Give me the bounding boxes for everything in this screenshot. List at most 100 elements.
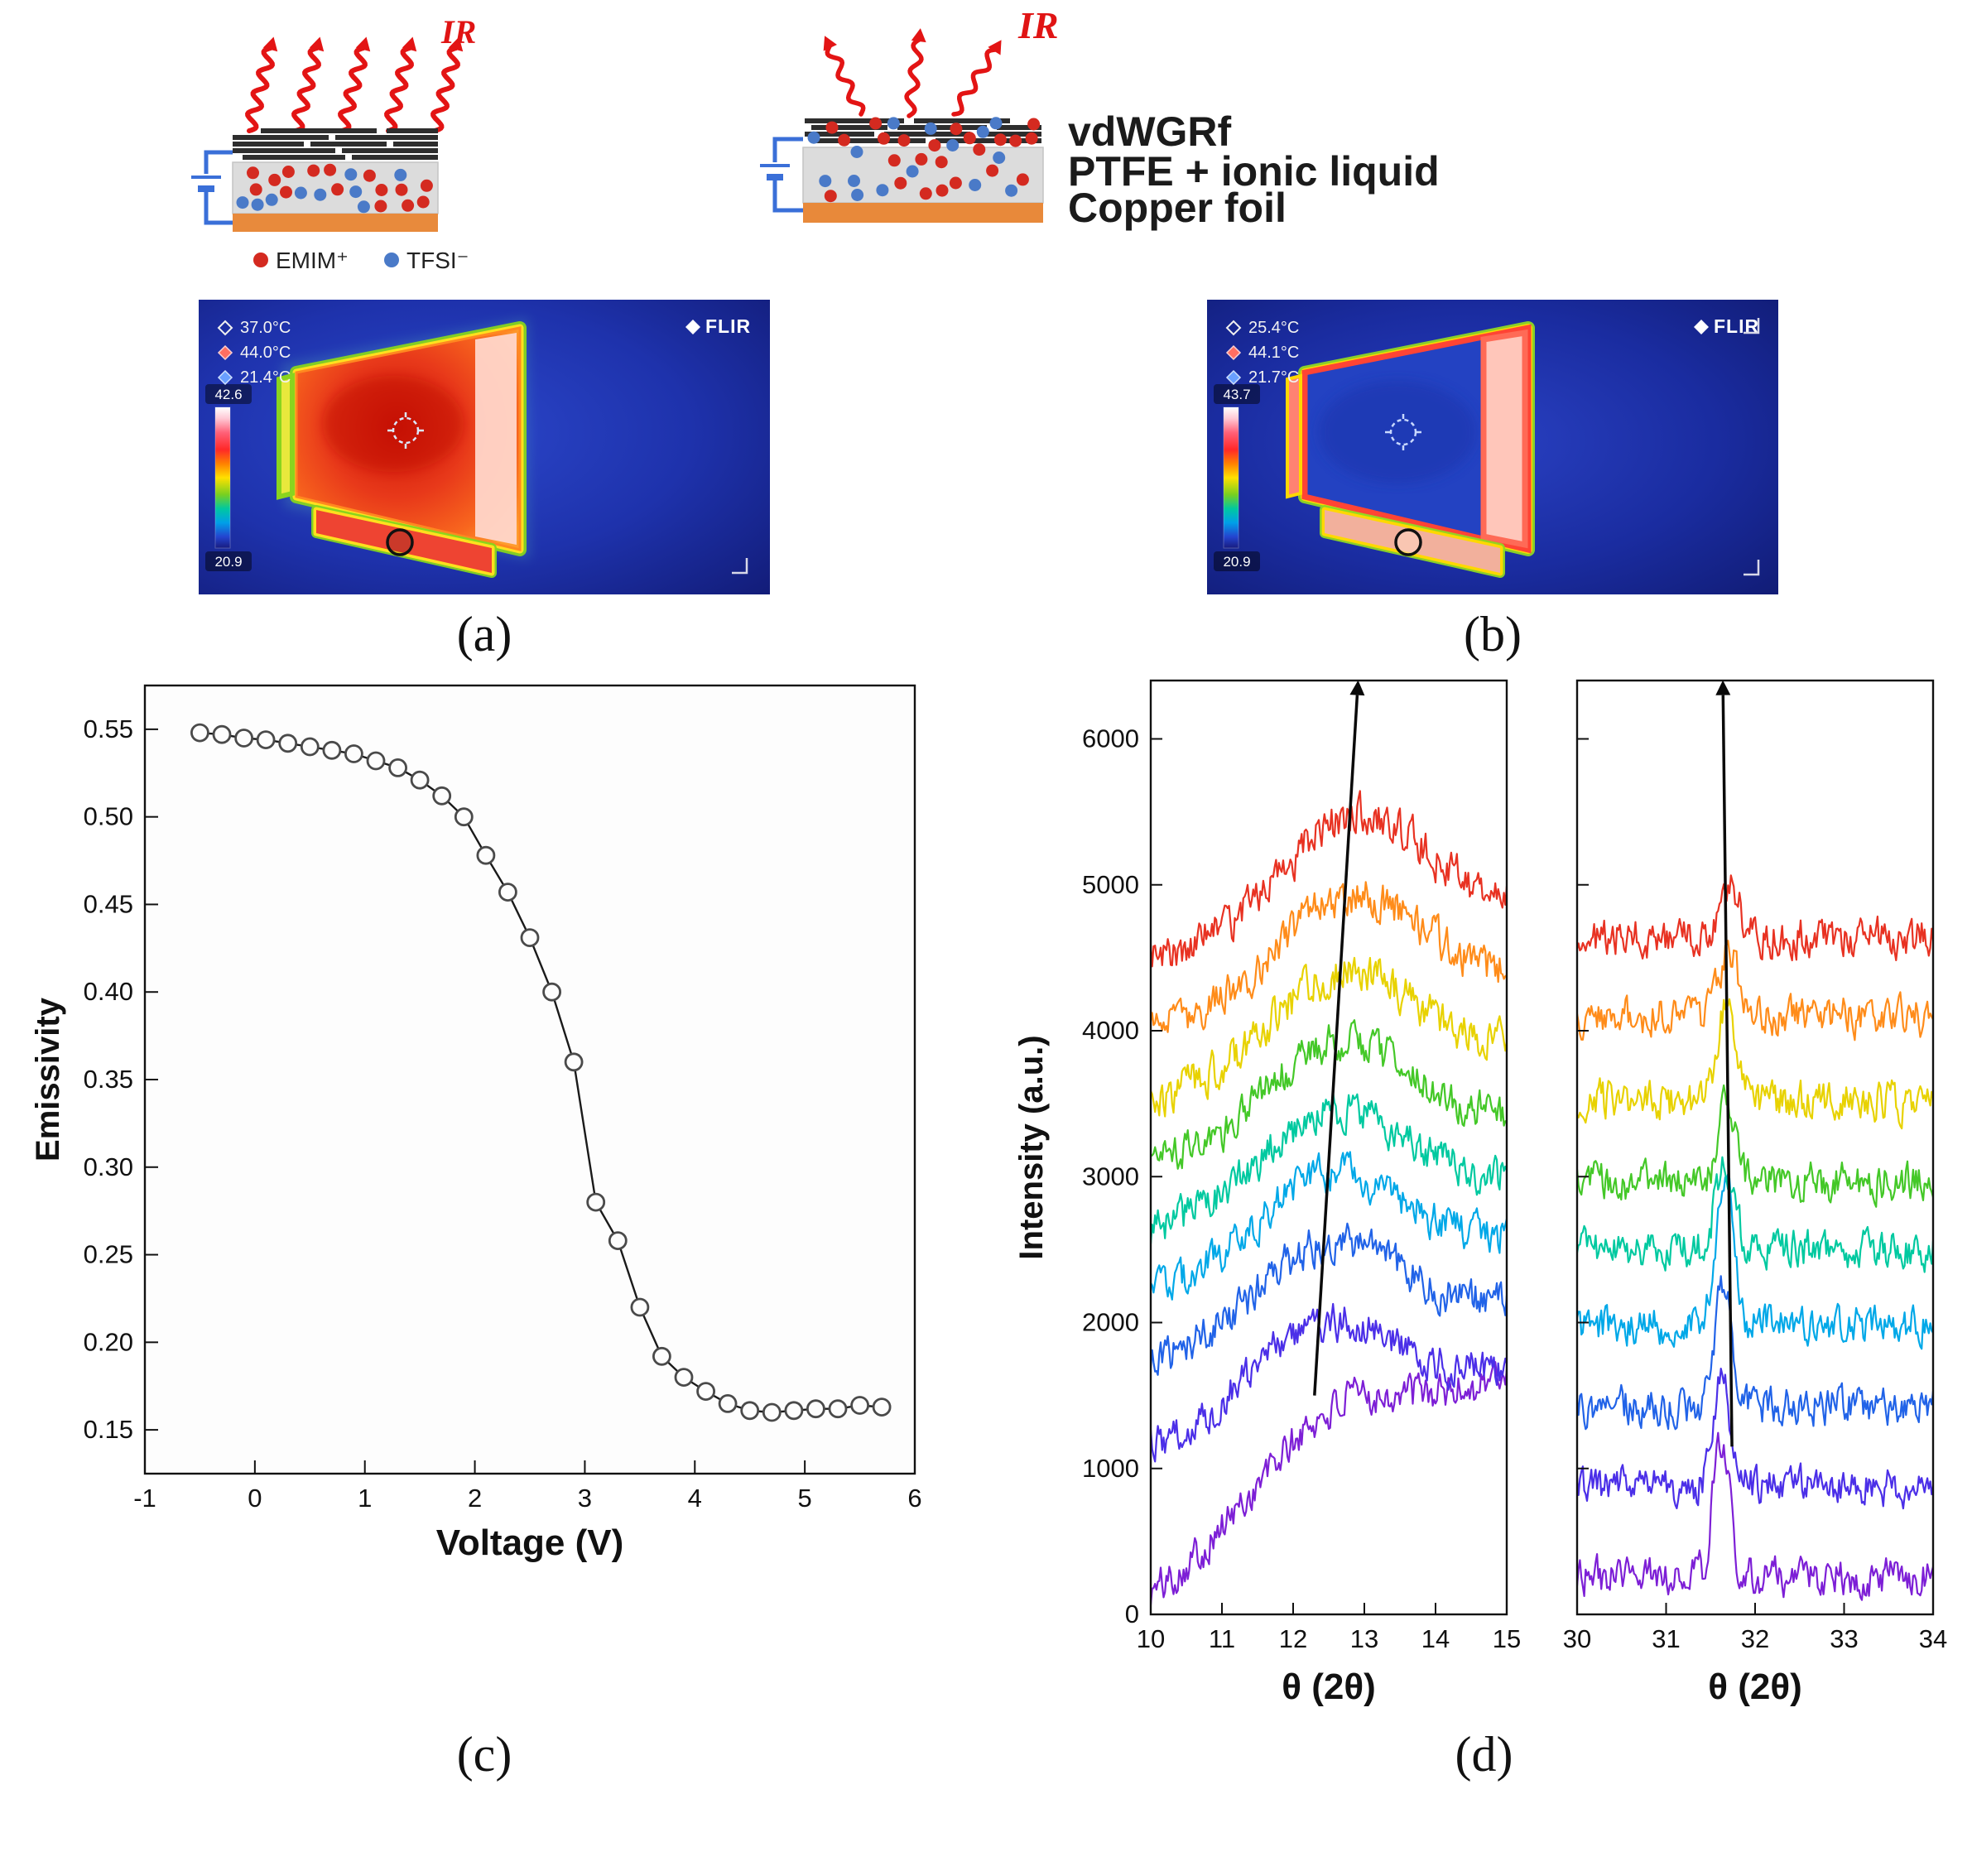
flir-diamond-icon — [1694, 320, 1709, 334]
svg-text:6: 6 — [907, 1484, 921, 1513]
cold-marker-icon — [1225, 369, 1242, 386]
temperature-scale-bar: 43.7 20.9 — [1214, 384, 1260, 571]
svg-text:5000: 5000 — [1082, 870, 1139, 899]
corner-bracket-icon — [732, 558, 748, 575]
center-crosshair-icon — [1385, 414, 1421, 450]
cold-marker-icon — [217, 369, 233, 386]
tfsi-dot-icon — [384, 253, 399, 267]
intensity-y-axis-title: Intensity (a.u.) — [1014, 1035, 1050, 1259]
svg-text:2: 2 — [468, 1484, 482, 1513]
svg-text:13: 13 — [1350, 1624, 1378, 1653]
svg-text:33: 33 — [1830, 1624, 1858, 1653]
emim-legend-label: EMIM⁺ — [276, 248, 349, 273]
temperature-scale-bar: 42.6 20.9 — [205, 384, 252, 571]
hot-marker-icon — [217, 344, 233, 361]
legend: EMIM⁺ TFSI⁻ — [253, 248, 469, 273]
voltage-x-axis-title: Voltage (V) — [436, 1522, 624, 1563]
electrolyte-layer-label: PTFE + ionic liquid — [1068, 148, 1440, 195]
ir-emission-arrows-icon — [245, 36, 464, 133]
svg-text:11: 11 — [1209, 1624, 1235, 1653]
spot-temp-value: 37.0°C — [240, 319, 291, 337]
copper-foil-layer — [803, 203, 1043, 223]
svg-text:2000: 2000 — [1082, 1308, 1139, 1337]
svg-text:0: 0 — [248, 1484, 262, 1513]
cold-temp-value: 21.4°C — [240, 368, 291, 387]
svg-text:0.25: 0.25 — [84, 1240, 133, 1269]
corner-bracket-icon — [1744, 560, 1760, 576]
svg-text:0.55: 0.55 — [84, 714, 133, 743]
panel-d-label: (d) — [1455, 1727, 1513, 1782]
svg-text:0.15: 0.15 — [84, 1415, 133, 1444]
svg-text:0.45: 0.45 — [84, 889, 133, 918]
svg-text:5: 5 — [798, 1484, 812, 1513]
svg-text:6000: 6000 — [1082, 724, 1139, 753]
flir-logo: FLIR — [685, 315, 751, 337]
spot-marker-circle — [1394, 528, 1422, 556]
svg-text:30: 30 — [1563, 1624, 1591, 1653]
center-crosshair-icon — [387, 412, 424, 449]
schematic-a: IR EMIM⁺ TFSI⁻ — [191, 13, 476, 273]
svg-text:34: 34 — [1919, 1624, 1947, 1653]
hot-temp-value: 44.1°C — [1248, 344, 1299, 362]
svg-text:15: 15 — [1493, 1624, 1521, 1653]
graphene-flake-stack — [233, 128, 438, 160]
temperature-readouts: 25.4°C 44.1°C 21.7°C — [1225, 319, 1299, 387]
svg-text:-1: -1 — [133, 1484, 156, 1513]
hot-marker-icon — [1225, 344, 1242, 361]
svg-text:10: 10 — [1137, 1624, 1165, 1653]
temperature-readouts: 37.0°C 44.0°C 21.4°C — [217, 319, 291, 387]
spot-marker-icon — [1225, 320, 1242, 336]
svg-text:0.30: 0.30 — [84, 1152, 133, 1181]
battery-icon — [191, 150, 233, 225]
panel-b-label: (b) — [1464, 607, 1522, 661]
svg-text:4000: 4000 — [1082, 1016, 1139, 1045]
emissivity-chart: -1 0 1 2 3 4 5 6 0.15 0.20 0.25 0.30 0.35 0.40 0.45 0.5… — [21, 662, 948, 1585]
ir-label-b: IR — [1017, 4, 1059, 46]
theta-x-axis-title-left: θ (2θ) — [1282, 1667, 1376, 1707]
spot-temp-value: 25.4°C — [1248, 319, 1299, 337]
battery-icon — [760, 137, 803, 213]
svg-text:1: 1 — [358, 1484, 372, 1513]
svg-text:0.40: 0.40 — [84, 977, 133, 1006]
panel-a-label: (a) — [456, 607, 512, 661]
schematic-b: IR vdWGRf PTFE + ionic liquid Copper foi… — [760, 4, 1440, 231]
thermal-image-b: 43.7 20.9 25.4°C 44.1°C 21.7°C FLIR — [1207, 300, 1778, 594]
ion-dots — [807, 117, 1041, 203]
flir-logo: FLIR — [1694, 315, 1758, 337]
corner-bracket-icon — [1744, 318, 1760, 334]
tfsi-legend-label: TFSI⁻ — [406, 248, 469, 273]
cold-sample-region — [1286, 321, 1535, 578]
ir-label-a: IR — [440, 13, 476, 51]
substrate-layer-label: Copper foil — [1068, 185, 1287, 231]
svg-text:4: 4 — [688, 1484, 702, 1513]
xrd-charts: 0 1000 2000 3000 4000 5000 6000 10 11 12 13 14 15 30… — [1014, 662, 1954, 1714]
scale-max-value: 43.7 — [1223, 387, 1250, 402]
emim-dot-icon — [253, 253, 268, 267]
thermal-image-a: 42.6 20.9 37.0°C 44.0°C 21.4°C FLIR — [199, 300, 770, 594]
svg-text:0: 0 — [1125, 1599, 1139, 1628]
emissivity-y-axis-title: Emissivity — [30, 997, 66, 1162]
panel-c-label: (c) — [456, 1727, 512, 1782]
svg-text:32: 32 — [1741, 1624, 1769, 1653]
svg-text:14: 14 — [1421, 1624, 1450, 1653]
spot-marker-icon — [217, 320, 233, 336]
spot-marker-circle — [386, 528, 414, 556]
cold-temp-value: 21.7°C — [1248, 368, 1299, 387]
hot-sample-region — [277, 321, 527, 578]
svg-text:1000: 1000 — [1082, 1454, 1139, 1483]
scale-min-value: 20.9 — [214, 554, 242, 570]
scale-max-value: 42.6 — [214, 387, 242, 402]
svg-text:3: 3 — [578, 1484, 592, 1513]
ion-dots — [236, 163, 433, 214]
svg-text:31: 31 — [1652, 1624, 1680, 1653]
hot-temp-value: 44.0°C — [240, 344, 291, 362]
copper-foil-layer — [233, 214, 438, 232]
svg-text:0.20: 0.20 — [84, 1327, 133, 1356]
flir-diamond-icon — [685, 320, 700, 334]
svg-text:12: 12 — [1279, 1624, 1307, 1653]
flir-brand-text: FLIR — [705, 315, 751, 337]
svg-text:0.35: 0.35 — [84, 1065, 133, 1094]
scale-min-value: 20.9 — [1223, 554, 1250, 570]
ir-reflection-arrows-icon — [823, 28, 1002, 118]
